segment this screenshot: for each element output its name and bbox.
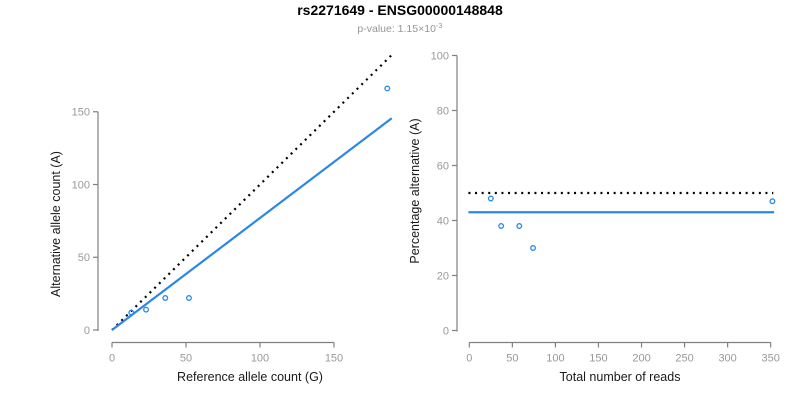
data-point	[769, 198, 776, 205]
y-tick-label: 100	[72, 179, 90, 191]
x-tick-label: 50	[506, 353, 518, 365]
data-point	[128, 309, 135, 316]
x-tick-label: 250	[675, 353, 693, 365]
y-tick-label: 60	[437, 160, 449, 172]
y-tick-label: 20	[437, 270, 449, 282]
p-value-text: p-value: 1.15×10	[357, 23, 436, 35]
left-yaxis-label: Alternative allele count (A)	[49, 151, 63, 297]
x-tick-label: 50	[180, 353, 192, 365]
data-point	[143, 306, 149, 313]
y-tick-label: 40	[437, 215, 449, 227]
data-point	[516, 223, 523, 229]
x-tick-label: 200	[632, 353, 650, 365]
data-point	[384, 85, 391, 92]
right-scatter-plot: 0 20 40 60 80 100 0 50 100 150 200 250 300 350	[431, 50, 780, 364]
data-point	[498, 223, 505, 229]
x-tick-label: 0	[109, 353, 115, 365]
x-tick-label: 100	[546, 353, 564, 365]
y-tick-label: 100	[431, 50, 449, 62]
data-point	[530, 245, 536, 251]
figure-title: rs2271649 - ENSG00000148848	[297, 2, 503, 18]
data-point	[162, 295, 169, 301]
p-value-exponent: -3	[435, 21, 443, 30]
x-tick-label: 150	[325, 353, 343, 365]
x-tick-label: 100	[251, 353, 269, 365]
y-tick-label: 50	[78, 252, 90, 264]
x-tick-label: 350	[762, 353, 780, 365]
right-yaxis-label: Percentage alternative (A)	[408, 118, 422, 264]
fit-line	[111, 117, 393, 331]
data-point	[186, 295, 192, 301]
identity-line	[111, 54, 393, 331]
right-xaxis-label: Total number of reads	[559, 370, 681, 384]
y-tick-label: 80	[437, 105, 449, 117]
x-tick-label: 150	[589, 353, 607, 365]
data-point	[487, 195, 494, 202]
figure-subtitle: p-value: 1.15×10-3	[0, 21, 800, 35]
x-tick-label: 300	[718, 353, 736, 365]
y-tick-label: 0	[84, 325, 90, 337]
x-tick-label: 0	[466, 353, 472, 365]
y-tick-label: 0	[443, 325, 449, 337]
y-tick-label: 150	[72, 107, 90, 119]
left-scatter-plot: 0 50 100 150 0 50 100 150	[72, 54, 393, 365]
left-xaxis-label: Reference allele count (G)	[177, 370, 323, 384]
